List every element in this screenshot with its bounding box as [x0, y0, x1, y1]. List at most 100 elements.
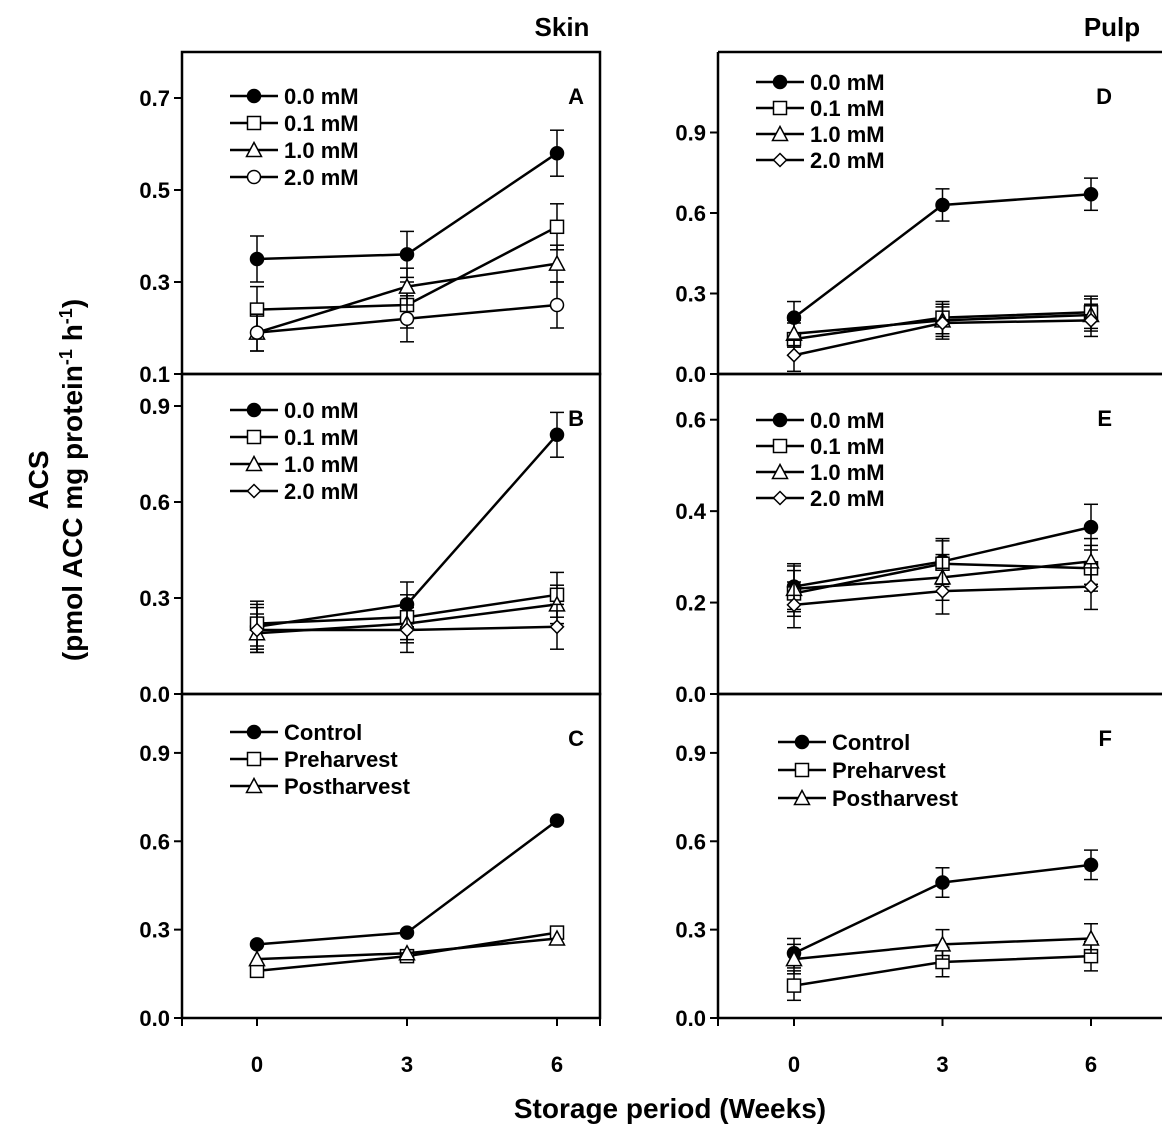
data-point	[549, 427, 565, 443]
y-axis-title-line2: (pmol ACC mg protein-1 h-1)	[56, 299, 88, 661]
legend-marker	[771, 124, 789, 142]
data-point	[549, 619, 565, 635]
y-tick-label: 0.0	[139, 682, 170, 707]
y-tick-label: 0.7	[139, 86, 170, 111]
data-point	[1083, 186, 1099, 202]
series-postharvest	[785, 922, 1100, 975]
y-tick-label: 0.0	[675, 1006, 706, 1031]
legend: 0.0 mM0.1 mM1.0 mM2.0 mM	[230, 84, 359, 190]
legend-marker	[772, 100, 788, 116]
y-tick-label: 0.0	[675, 362, 706, 387]
legend-label: 2.0 mM	[284, 479, 359, 504]
legend-marker	[246, 169, 262, 185]
legend-label: 0.0 mM	[810, 70, 885, 95]
panel-letter: C	[568, 726, 584, 751]
legend-marker	[246, 402, 262, 418]
y-tick-label: 0.3	[675, 282, 706, 307]
data-point	[249, 251, 265, 267]
data-point	[1082, 929, 1100, 946]
legend-marker	[771, 462, 789, 480]
legend-label: Postharvest	[284, 774, 411, 799]
y-tick-label: 0.3	[139, 586, 170, 611]
legend: 0.0 mM0.1 mM1.0 mM2.0 mM	[756, 408, 885, 511]
legend-marker	[246, 751, 262, 767]
legend-marker	[772, 74, 788, 90]
legend-label: 0.1 mM	[810, 96, 885, 121]
legend-marker	[245, 776, 263, 794]
data-point	[549, 297, 565, 313]
column-title-skin: Skin	[535, 12, 590, 42]
panel-letter: B	[568, 406, 584, 431]
panels-layer: 0.10.30.50.7 A0.0 mM0.1 mM1.0 mM2.0 mM0.0…	[139, 50, 1162, 1077]
data-point	[549, 145, 565, 161]
legend-label: 0.0 mM	[810, 408, 885, 433]
legend-marker	[794, 762, 810, 778]
y-tick-label: 0.2	[675, 591, 706, 616]
legend-marker	[246, 115, 262, 131]
panel-frame	[180, 50, 602, 376]
data-point	[399, 247, 415, 262]
legend-label: 0.1 mM	[284, 425, 359, 450]
data-point	[1083, 519, 1099, 535]
series-0-0-mm	[786, 177, 1099, 335]
y-tick-label: 0.5	[139, 178, 170, 203]
y-axis-title-line1: ACS	[23, 450, 54, 509]
data-point	[1083, 579, 1099, 595]
panel-b: 0.0 0.3 0.6 0.9 B 0.0 mM0.1 mM1.0 mM2.0 mM	[139, 372, 602, 707]
data-point	[548, 254, 566, 271]
x-tick-label: 3	[936, 1052, 948, 1077]
data-point	[935, 875, 950, 890]
y-tick-label: 0.6	[675, 408, 706, 433]
panel-d: 0.0 0.3 0.6 0.9 D 0.0 mM0.1 mM1.0 mM2.0 mM	[675, 50, 1162, 387]
data-point	[934, 315, 951, 331]
data-point	[399, 925, 415, 940]
legend-label: 2.0 mM	[810, 486, 885, 511]
data-point	[399, 622, 415, 638]
y-tick-label: 0.6	[139, 829, 170, 854]
panel-letter: F	[1099, 726, 1112, 751]
legend-label: Preharvest	[832, 758, 946, 783]
y-tick-label: 0.9	[139, 394, 170, 419]
x-tick-label: 3	[401, 1052, 413, 1077]
data-point	[248, 950, 266, 967]
y-tick-label: 0.0	[675, 682, 706, 707]
legend-label: Control	[832, 730, 910, 755]
data-point	[398, 277, 416, 294]
legend-marker	[772, 490, 788, 506]
y-tick-label: 0.0	[139, 1006, 170, 1031]
legend-marker	[772, 412, 788, 428]
x-tick-label: 0	[251, 1052, 263, 1077]
data-point	[934, 583, 951, 599]
data-point	[249, 622, 265, 638]
legend-marker	[246, 429, 262, 445]
legend-label: Postharvest	[832, 786, 959, 811]
y-tick-label: 0.6	[675, 201, 706, 226]
x-tick-label: 0	[788, 1052, 800, 1077]
data-point	[933, 935, 952, 952]
data-point	[548, 929, 566, 946]
legend-label: 2.0 mM	[284, 165, 359, 190]
legend-label: Control	[284, 720, 362, 745]
y-tick-label: 0.3	[139, 270, 170, 295]
y-tick-label: 0.6	[675, 829, 706, 854]
legend-label: 1.0 mM	[810, 460, 885, 485]
legend-label: Preharvest	[284, 747, 398, 772]
y-axis-title: ACS (pmol ACC mg protein-1 h-1)	[23, 299, 88, 661]
legend: 0.0 mM0.1 mM1.0 mM2.0 mM	[756, 70, 885, 173]
series-0-0-mm	[249, 129, 565, 283]
panel-f: 0.0 0.3 0.6 0.9 F Control Preharvest Postharves…	[675, 692, 1162, 1077]
series-postharvest	[248, 929, 566, 967]
data-point	[398, 944, 416, 961]
y-tick-label: 0.9	[139, 741, 170, 766]
data-point	[249, 937, 265, 952]
series-2-0-mm	[786, 562, 1099, 629]
y-tick-label: 0.6	[139, 490, 170, 515]
data-point	[549, 813, 565, 828]
legend-marker	[246, 483, 262, 499]
x-tick-label: 6	[551, 1052, 563, 1077]
legend-marker	[245, 454, 263, 472]
legend-label: 0.0 mM	[284, 84, 359, 109]
legend: 0.0 mM0.1 mM1.0 mM2.0 mM	[230, 398, 359, 504]
data-point	[399, 311, 415, 327]
data-point	[786, 347, 802, 363]
